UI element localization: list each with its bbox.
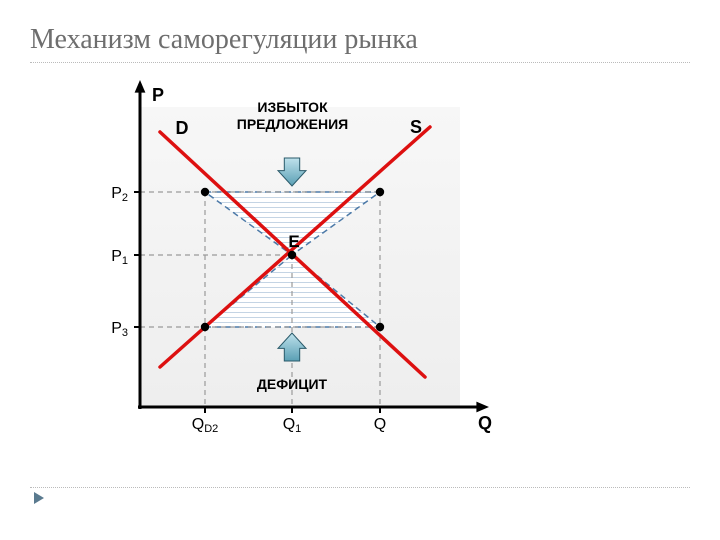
y-axis-label: P (152, 85, 164, 105)
demand-label: D (176, 118, 189, 138)
title-separator (30, 62, 690, 63)
chart-point (376, 323, 384, 331)
svg-text:P3: P3 (111, 320, 128, 339)
surplus-label-2: ПРЕДЛОЖЕНИЯ (237, 116, 348, 132)
chart-point (376, 188, 384, 196)
chart-point (288, 251, 296, 259)
x-axis-label: Q (478, 413, 492, 433)
svg-text:P1: P1 (111, 248, 128, 267)
svg-text:P2: P2 (111, 185, 128, 204)
deficit-label: ДЕФИЦИТ (257, 376, 328, 392)
svg-text:Q: Q (374, 416, 386, 433)
supply-label: S (410, 117, 422, 137)
equilibrium-label: E (288, 232, 299, 251)
footer-caret-icon (34, 492, 44, 504)
supply-demand-chart: P Q P2 P1 P3 QD2 Q1 Q D S ИЗБЫТОКПРЕДЛОЖЕНИЯ E ДЕФИЦ… (70, 77, 500, 457)
svg-text:Q1: Q1 (283, 416, 302, 435)
surplus-label-1: ИЗБЫТОК (257, 99, 328, 115)
chart-point (201, 188, 209, 196)
footer-separator (30, 487, 690, 488)
chart-point (201, 323, 209, 331)
page-title: Механизм саморегуляции рынка (30, 24, 690, 56)
svg-text:QD2: QD2 (192, 416, 219, 435)
